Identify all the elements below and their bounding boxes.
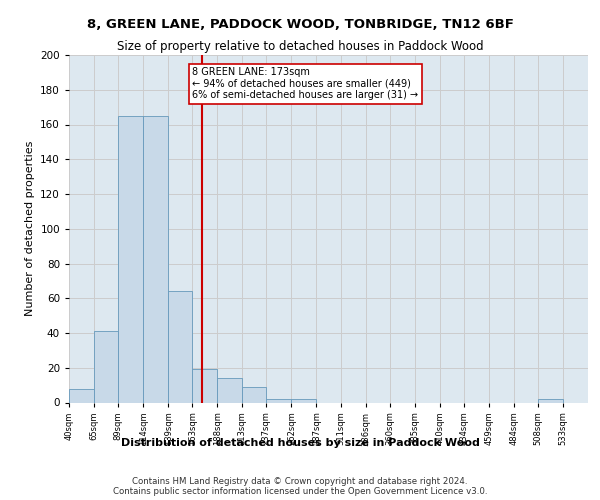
Bar (118, 116, 143, 403)
Text: Distribution of detached houses by size in Paddock Wood: Distribution of detached houses by size … (121, 438, 479, 448)
Text: 8, GREEN LANE, PADDOCK WOOD, TONBRIDGE, TN12 6BF: 8, GREEN LANE, PADDOCK WOOD, TONBRIDGE, … (86, 18, 514, 30)
Text: Size of property relative to detached houses in Paddock Wood: Size of property relative to detached ho… (116, 40, 484, 53)
Bar (538, 399, 563, 402)
Bar (266, 399, 292, 402)
Bar (292, 399, 316, 402)
Text: 8 GREEN LANE: 173sqm
← 94% of detached houses are smaller (449)
6% of semi-detac: 8 GREEN LANE: 173sqm ← 94% of detached h… (192, 67, 418, 100)
Bar (94, 332, 118, 402)
Bar (143, 116, 168, 403)
Bar (69, 388, 94, 402)
Bar (242, 387, 266, 402)
Bar (168, 292, 192, 403)
Bar (217, 378, 242, 402)
Y-axis label: Number of detached properties: Number of detached properties (25, 141, 35, 316)
Bar (192, 370, 217, 402)
Text: Contains HM Land Registry data © Crown copyright and database right 2024.
Contai: Contains HM Land Registry data © Crown c… (113, 476, 487, 496)
